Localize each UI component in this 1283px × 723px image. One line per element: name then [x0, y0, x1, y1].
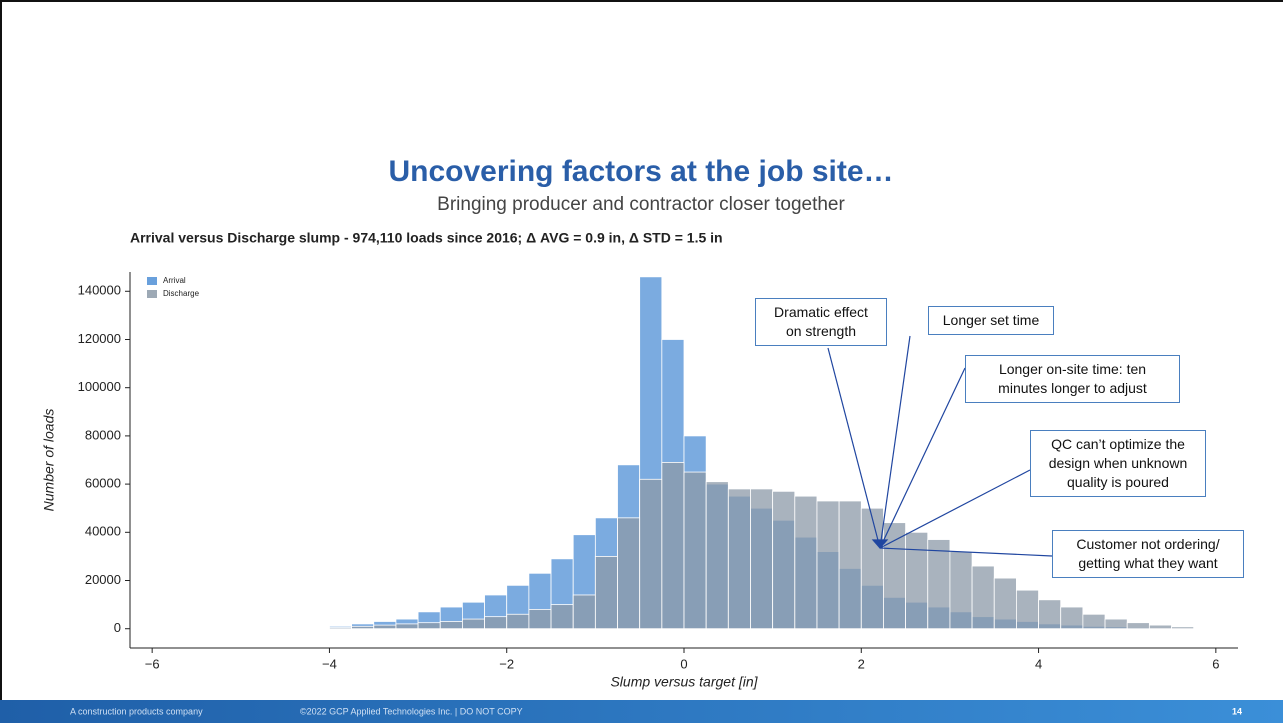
bar [1016, 589, 1039, 630]
y-tick-label: 20000 [85, 572, 121, 587]
left-border [0, 0, 2, 723]
bar [661, 462, 685, 630]
annotation: Customer not ordering/ getting what they… [1052, 530, 1244, 578]
x-tick-label: 2 [858, 656, 865, 671]
bar [1082, 613, 1106, 630]
bar [860, 507, 884, 630]
x-tick-label: 4 [1035, 656, 1042, 671]
legend-swatch [147, 277, 157, 285]
bar [1171, 626, 1195, 630]
bar [461, 618, 485, 630]
bar [727, 488, 751, 630]
bar [905, 531, 929, 630]
bar [971, 565, 995, 630]
footer-left: A construction products company [70, 706, 203, 716]
y-tick-label: 120000 [78, 331, 121, 346]
bar [329, 627, 353, 630]
slide-subtitle: Bringing producer and contractor closer … [437, 194, 845, 215]
x-tick-label: 0 [680, 656, 687, 671]
page-number: 14 [1232, 706, 1242, 716]
chart-title: Arrival versus Discharge slump - 974,110… [130, 230, 723, 246]
bar [1060, 606, 1084, 630]
annotation: Dramatic effect on strength [755, 298, 887, 346]
bar [993, 577, 1017, 630]
bar [439, 621, 463, 630]
y-axis-label: Number of loads [41, 409, 57, 512]
bar [683, 471, 707, 630]
bar [506, 613, 530, 630]
bar [750, 488, 774, 630]
annotation: QC can’t optimize the design when unknow… [1030, 430, 1206, 497]
bar [1104, 618, 1128, 630]
bar [794, 495, 818, 630]
y-tick-label: 100000 [78, 379, 121, 394]
bar [1148, 624, 1172, 630]
bar [594, 556, 618, 630]
top-border [0, 0, 1283, 2]
bar [927, 539, 951, 630]
footer-center: ©2022 GCP Applied Technologies Inc. | DO… [300, 706, 523, 716]
bar [572, 594, 596, 630]
legend-label: Arrival [163, 276, 186, 285]
bar [550, 604, 574, 630]
bar [417, 622, 441, 630]
bar [883, 522, 907, 630]
bar [949, 551, 973, 630]
bar [838, 500, 862, 630]
annotation: Longer set time [928, 306, 1054, 335]
bar [528, 609, 552, 630]
bar [816, 500, 840, 630]
legend-label: Discharge [163, 289, 200, 298]
footer-bar [0, 700, 1283, 723]
bar [1038, 599, 1062, 630]
x-tick-label: −6 [145, 656, 160, 671]
y-tick-label: 140000 [78, 283, 121, 298]
x-tick-label: 6 [1212, 656, 1219, 671]
bar [351, 625, 375, 630]
y-tick-label: 40000 [85, 524, 121, 539]
y-tick-label: 60000 [85, 476, 121, 491]
x-tick-label: −2 [499, 656, 514, 671]
bar [617, 517, 641, 630]
bar [373, 624, 397, 630]
bar [395, 623, 419, 630]
bar [705, 481, 729, 630]
arrows [827, 335, 1053, 557]
bar [484, 616, 508, 630]
bar [1126, 622, 1150, 630]
x-tick-label: −4 [322, 656, 337, 671]
bar [772, 490, 796, 630]
annotation: Longer on-site time: ten minutes longer … [965, 355, 1180, 403]
x-axis-label: Slump versus target [in] [610, 674, 758, 690]
y-tick-label: 80000 [85, 427, 121, 442]
y-tick-label: 0 [114, 620, 121, 635]
legend-swatch [147, 290, 157, 298]
bar [639, 478, 663, 630]
slide-title: Uncovering factors at the job site… [388, 155, 893, 188]
